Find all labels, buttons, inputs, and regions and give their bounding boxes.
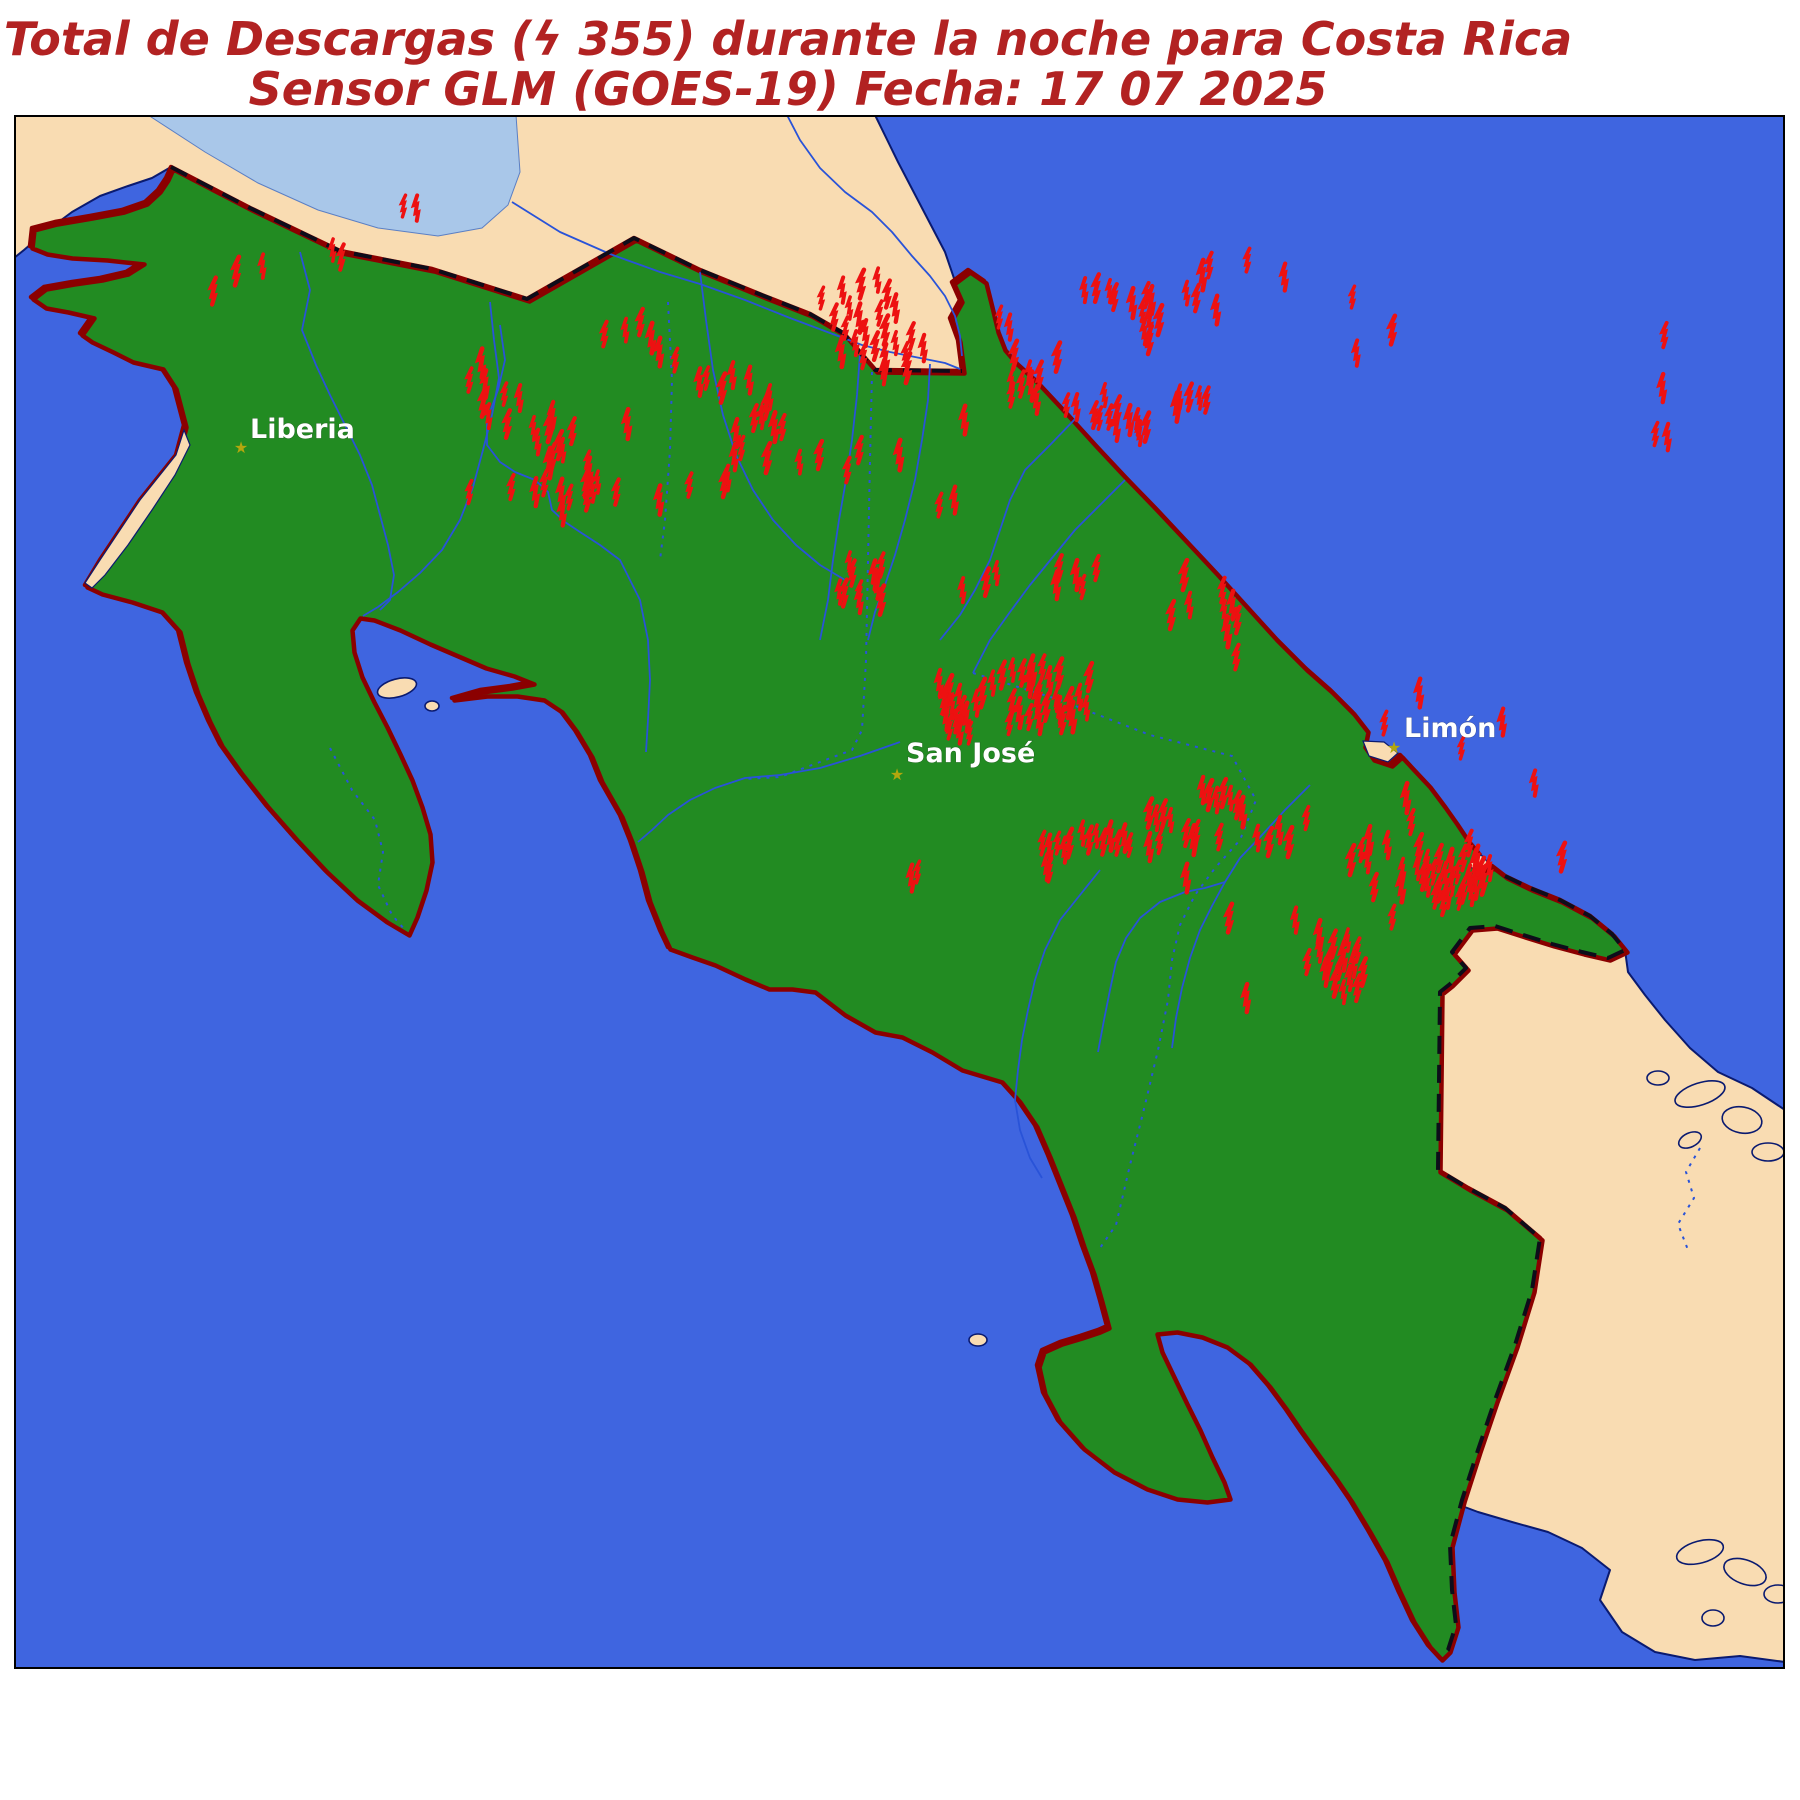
nicaragua-river (786, 115, 963, 357)
map-title: Total de Descargas (ϟ 355) durante la no… (0, 14, 1576, 114)
international-borders-layer (170, 165, 1627, 1660)
city-star-icon: ★ (890, 765, 904, 784)
gulf-island (376, 677, 418, 699)
gulf-islet (424, 700, 440, 712)
rio-terraba (1014, 869, 1101, 1179)
border-costa-rica-panama (1436, 874, 1627, 1660)
city-label: San José (906, 738, 1035, 769)
rio-reventazon (972, 479, 1126, 674)
map-frame-border (14, 115, 1785, 1669)
chiriqui-island (1763, 1584, 1785, 1604)
pacific-islet (968, 1333, 988, 1347)
culebra-beach-strip (84, 428, 191, 589)
chiriqui-island (1675, 1538, 1725, 1566)
lake-nicaragua (147, 115, 521, 237)
rio-telire (1171, 784, 1311, 1049)
panama-river-dotted (1676, 1147, 1701, 1251)
islands-layer (376, 677, 1785, 1627)
chiriqui-island (1723, 1557, 1767, 1587)
guanacaste-river (299, 251, 395, 611)
rio-tarcoles (637, 741, 901, 843)
city-star-icon: ★ (234, 438, 248, 457)
costa-rica-lightning-map: ★Liberia★San José ★Limón (14, 115, 1785, 1669)
limon-port-notch (1362, 740, 1399, 763)
bocas-island (1751, 1142, 1785, 1162)
bocas-island (1646, 1070, 1670, 1086)
city-label: Limón (1404, 713, 1496, 744)
province-line (744, 371, 873, 780)
map-title-line-2: Sensor GLM (GOES-19) Fecha: 17 07 2025 (248, 62, 1328, 116)
caribbean-river (939, 416, 1078, 641)
bocas-island (1674, 1080, 1726, 1108)
city-star-icon: ★ (1387, 738, 1401, 757)
rio-tempisque (362, 301, 500, 617)
city-labels-layer: ★Liberia★San José ★Limón (234, 414, 1497, 785)
rio-coen (1097, 881, 1226, 1053)
province-line (972, 672, 1258, 1249)
map-canvas: ★ Liberia ★ San José ★ Limón (14, 115, 1785, 1669)
chiriqui-island (1701, 1609, 1725, 1627)
rio-frio (699, 271, 846, 581)
map-title-line-1: Total de Descargas (ϟ 355) durante la no… (3, 12, 1573, 66)
rio-san-carlos (819, 353, 861, 641)
province-line (329, 747, 406, 931)
rio-san-juan (511, 201, 961, 370)
city-label: Liberia (250, 414, 355, 445)
bocas-island (1677, 1131, 1703, 1149)
province-boundaries-layer (329, 301, 1701, 1251)
bocas-island (1721, 1105, 1763, 1135)
